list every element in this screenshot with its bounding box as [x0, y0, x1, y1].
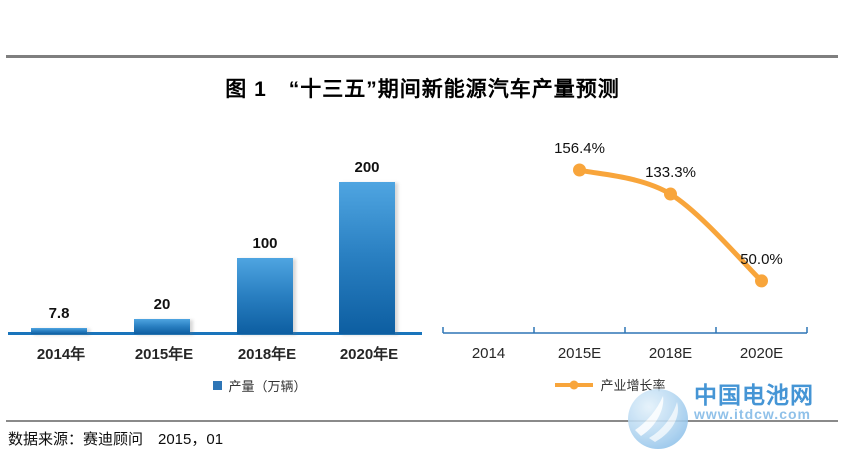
bar-chart-baseline-axis [8, 332, 422, 335]
figure-title: 图 1 “十三五”期间新能源汽车产量预测 [225, 78, 620, 101]
bar-category-label: 2018年E [237, 346, 297, 363]
watermark-site-name: 中国电池网 [694, 382, 814, 408]
bar-category-label: 2014年 [36, 346, 86, 363]
bar [134, 318, 190, 334]
bar-category-label: 2015年E [134, 346, 194, 363]
bar-value-label: 20 [153, 295, 171, 313]
bar-legend-label: 产量（万辆） [228, 379, 307, 394]
bar-category-label: 2020年E [339, 346, 399, 363]
bar-value-label: 200 [354, 159, 380, 176]
data-source-note: 数据来源：赛迪顾问 2015，01 [8, 431, 224, 448]
bar-chart-legend: 产量（万辆） [150, 376, 370, 395]
bar-legend-swatch-icon [213, 381, 223, 390]
top-divider-rule [6, 55, 838, 58]
line-legend-swatch-icon [555, 380, 594, 389]
bottom-divider-rule [6, 420, 838, 422]
bar-value-label: 100 [252, 235, 278, 252]
watermark-site-url: www.itdcw.com [694, 406, 811, 422]
bar-value-label: 7.8 [48, 305, 70, 323]
globe-logo-icon [628, 389, 688, 449]
bar [339, 182, 395, 334]
bar [31, 328, 87, 334]
bar [237, 258, 293, 334]
watermark: 中国电池网 www.itdcw.com [627, 382, 837, 457]
watermark-text: 中国电池网 www.itdcw.com [694, 383, 814, 422]
